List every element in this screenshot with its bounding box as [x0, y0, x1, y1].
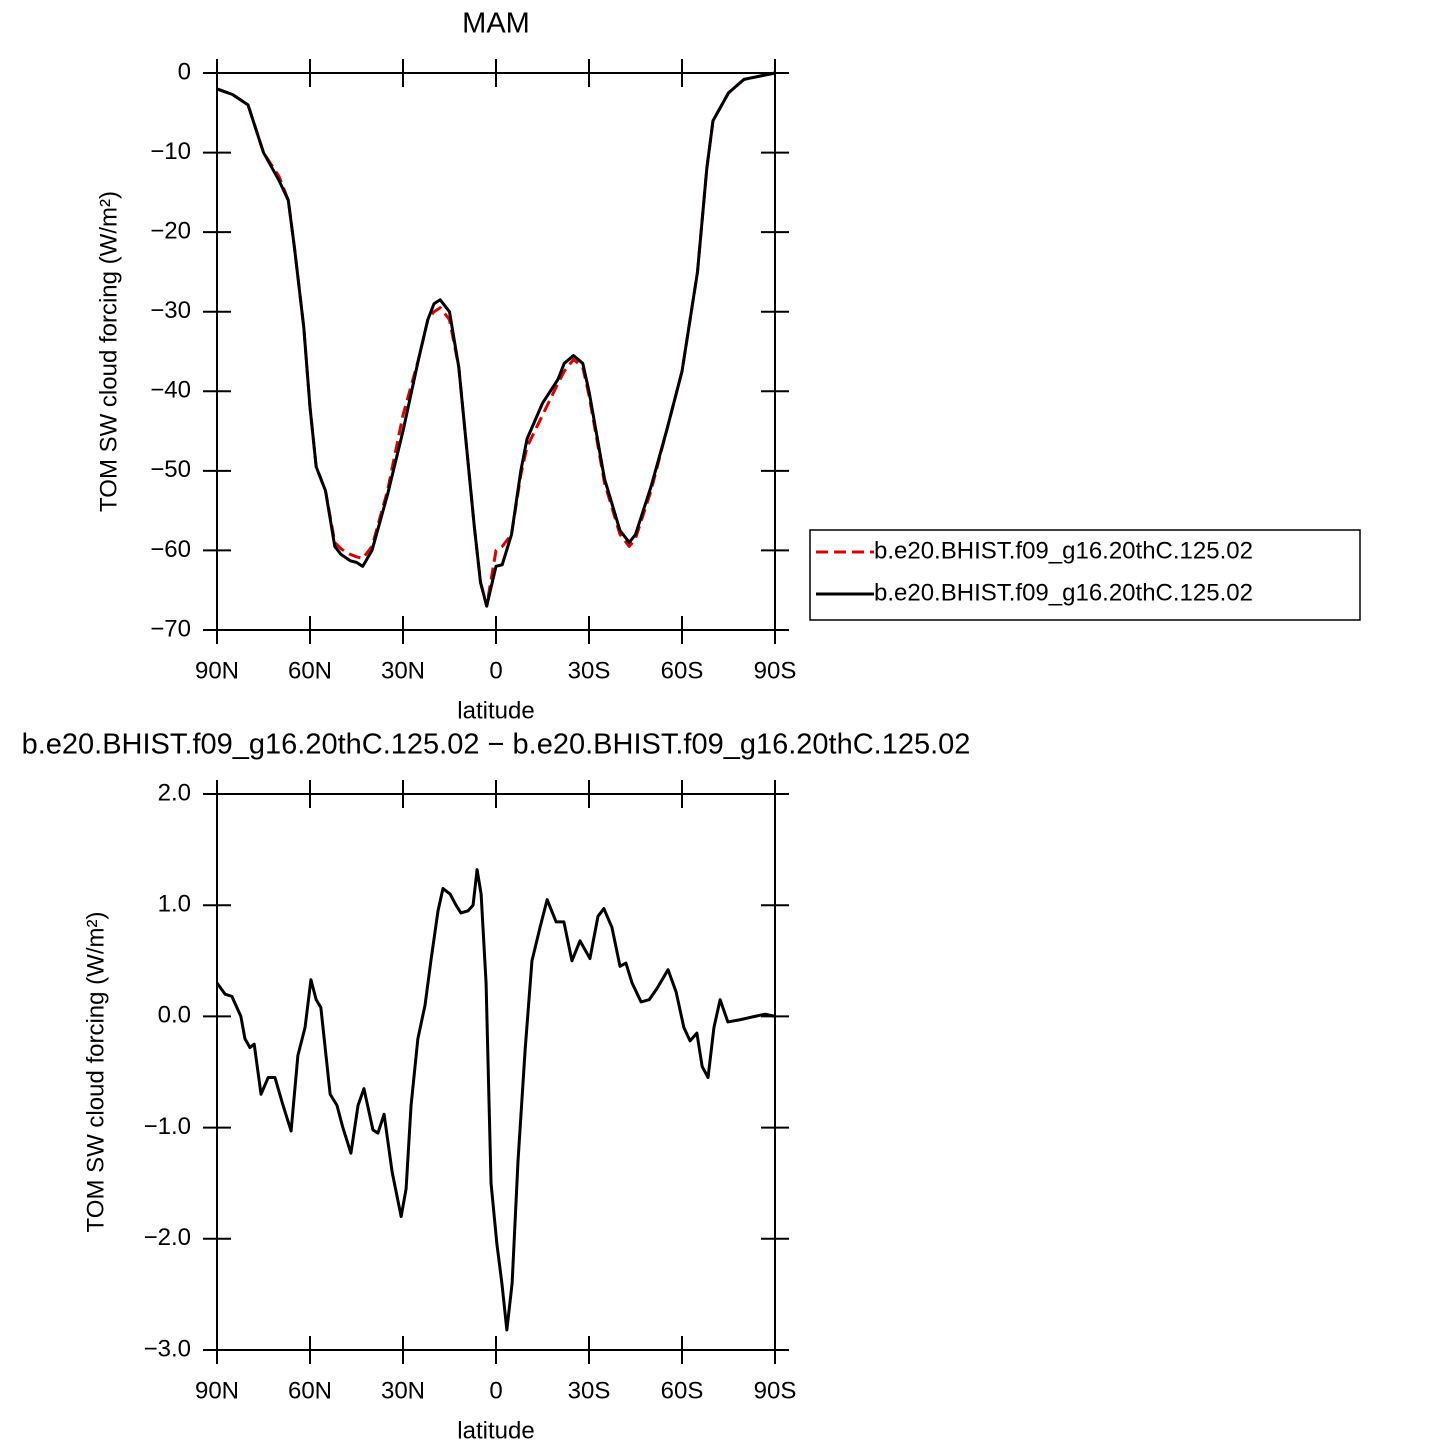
x-tick-label: 30S [568, 1377, 611, 1404]
data-line [215, 868, 776, 1332]
plot-frame [216, 793, 776, 1351]
y-tick-label: −70 [150, 615, 191, 642]
y-tick-label: −3.0 [144, 1335, 191, 1362]
chart-title: b.e20.BHIST.f09_g16.20thC.125.02 − b.e20… [22, 729, 971, 761]
x-tick-label: 90S [754, 657, 797, 684]
x-tick-label: 60N [288, 657, 332, 684]
x-tick-label: 0 [489, 1377, 502, 1404]
y-axis-label: TOM SW cloud forcing (W/m²) [95, 191, 122, 512]
data-line [216, 71, 776, 608]
x-axis-label: latitude [457, 1417, 534, 1444]
legend-label: b.e20.BHIST.f09_g16.20thC.125.02 [874, 537, 1253, 564]
legend-label: b.e20.BHIST.f09_g16.20thC.125.02 [874, 579, 1253, 606]
y-axis-label: TOM SW cloud forcing (W/m²) [82, 912, 109, 1233]
x-axis-label: latitude [457, 697, 534, 724]
x-tick-label: 90S [754, 1377, 797, 1404]
x-tick-label: 60S [661, 1377, 704, 1404]
x-tick-label: 30S [568, 657, 611, 684]
y-tick-label: −50 [150, 456, 191, 483]
plot-frame [216, 72, 776, 631]
y-tick-label: −1.0 [144, 1113, 191, 1140]
y-tick-label: −2.0 [144, 1224, 191, 1251]
y-tick-label: −30 [150, 297, 191, 324]
y-tick-label: −40 [150, 377, 191, 404]
y-tick-label: 1.0 [158, 891, 191, 918]
x-tick-label: 30N [381, 657, 425, 684]
x-tick-label: 0 [489, 657, 502, 684]
y-tick-label: −10 [150, 138, 191, 165]
y-tick-label: −20 [150, 217, 191, 244]
chart-title: MAM [462, 8, 530, 40]
y-tick-label: 0 [178, 58, 191, 85]
x-tick-label: 60N [288, 1377, 332, 1404]
x-tick-label: 90N [195, 657, 239, 684]
x-tick-label: 90N [195, 1377, 239, 1404]
legend-box [809, 529, 1361, 621]
y-tick-label: 0.0 [158, 1002, 191, 1029]
y-tick-label: −60 [150, 536, 191, 563]
data-line [216, 71, 776, 608]
x-tick-label: 60S [661, 657, 704, 684]
y-tick-label: 2.0 [158, 779, 191, 806]
x-tick-label: 30N [381, 1377, 425, 1404]
